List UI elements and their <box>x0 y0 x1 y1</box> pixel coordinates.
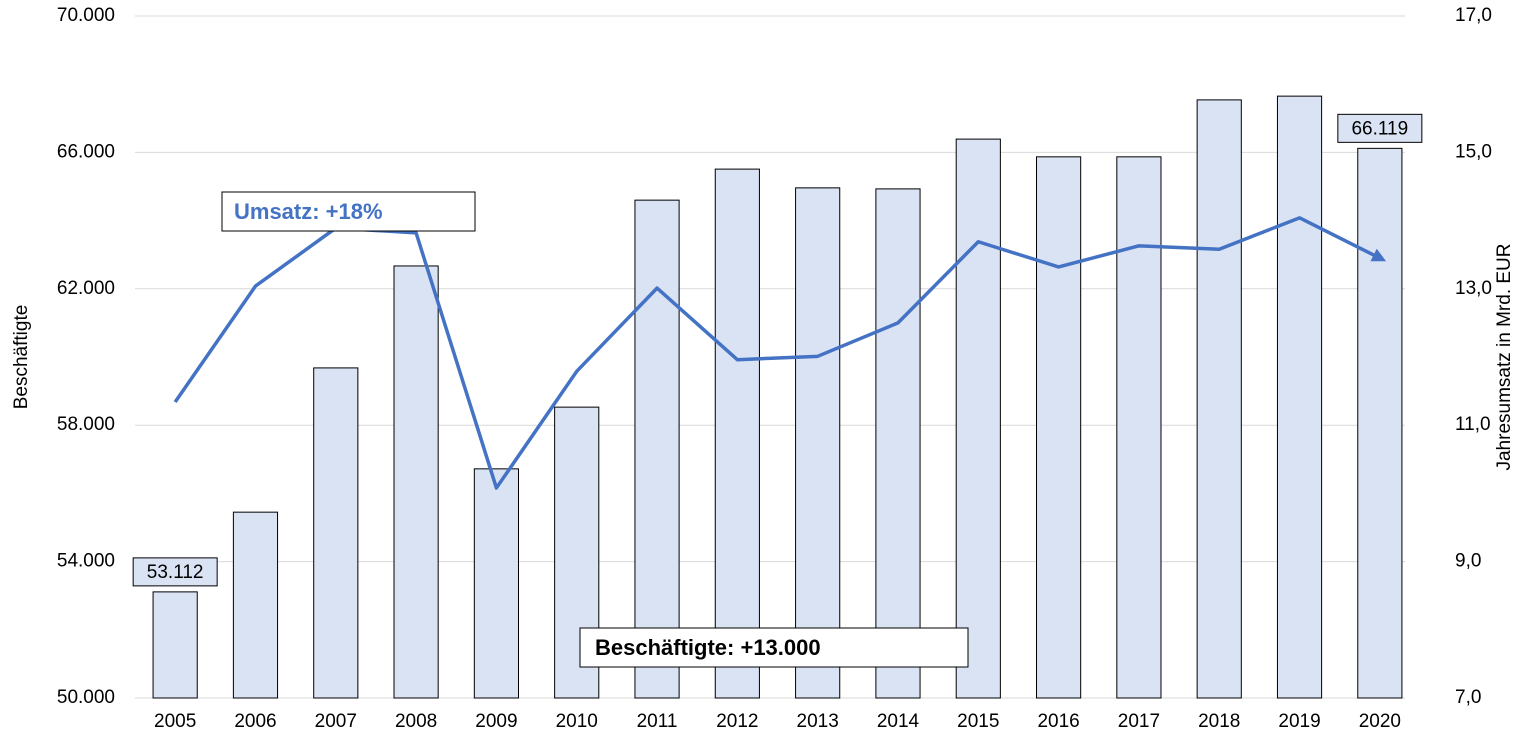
y-tick-label: 54.000 <box>57 551 115 572</box>
annotation: Umsatz: +18% <box>234 199 383 224</box>
bars <box>152 95 1403 699</box>
bar <box>1116 156 1162 699</box>
x-tick-label: 2013 <box>797 711 839 732</box>
data-label-box <box>1337 113 1423 143</box>
y-tick-label: 58.000 <box>57 414 115 435</box>
y-tick-label: 62.000 <box>57 278 115 299</box>
y2-tick-label: 9,0 <box>1455 551 1481 572</box>
y-axis-label: Beschäftigte <box>11 305 32 410</box>
y2-tick-label: 13,0 <box>1455 278 1492 299</box>
x-tick-label: 2008 <box>395 711 437 732</box>
x-tick-label: 2014 <box>877 711 920 732</box>
annotation-box <box>221 191 476 232</box>
y2-tick-label: 7,0 <box>1455 687 1481 708</box>
annotation: Beschäftigte: +13.000 <box>595 635 821 660</box>
x-tick-label: 2017 <box>1118 711 1160 732</box>
y2-tick-label: 17,0 <box>1455 5 1492 26</box>
bar <box>473 468 519 699</box>
bar <box>152 591 198 699</box>
x-tick-label: 2005 <box>154 711 196 732</box>
bar <box>313 367 359 699</box>
x-tick-label: 2020 <box>1359 711 1401 732</box>
bar <box>1276 95 1323 699</box>
x-tick-label: 2016 <box>1037 711 1079 732</box>
x-tick-label: 2019 <box>1278 711 1320 732</box>
bar <box>1196 99 1242 699</box>
x-tick-label: 2009 <box>475 711 517 732</box>
y-tick-label: 66.000 <box>57 141 115 162</box>
bar <box>1036 156 1082 699</box>
y2-tick-label: 11,0 <box>1455 414 1491 435</box>
labels: 50.000 54.000 58.000 62.000 66.000 70.000 7,0 9… <box>57 5 1492 732</box>
data-label-box <box>132 557 218 587</box>
annotation-box <box>579 627 969 668</box>
data-label: 53.112 <box>147 562 204 583</box>
y-tick-label: 70.000 <box>57 5 115 26</box>
y2-axis-label: Jahresumsatz in Mrd. EUR <box>1494 243 1515 470</box>
data-label: 66.119 <box>1351 118 1408 139</box>
bar <box>714 168 760 699</box>
x-tick-label: 2011 <box>637 711 678 732</box>
x-tick-label: 2010 <box>556 711 598 732</box>
bar <box>875 188 921 699</box>
x-tick-label: 2018 <box>1198 711 1240 732</box>
x-tick-label: 2015 <box>957 711 999 732</box>
x-tick-label: 2012 <box>716 711 758 732</box>
bar <box>634 199 680 699</box>
x-tick-label: 2007 <box>315 711 357 732</box>
y-tick-label: 50.000 <box>57 687 115 708</box>
bar <box>393 265 439 699</box>
bar <box>955 138 1001 699</box>
x-tick-label: 2006 <box>234 711 276 732</box>
bar <box>795 187 841 699</box>
bar <box>232 511 279 699</box>
bar <box>1357 147 1403 699</box>
y2-tick-label: 15,0 <box>1455 141 1492 162</box>
